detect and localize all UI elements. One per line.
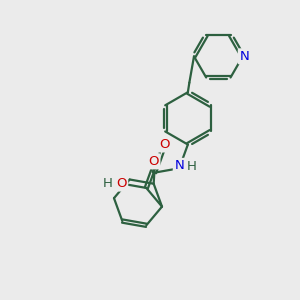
- Text: H: H: [187, 160, 196, 173]
- Text: O: O: [159, 138, 169, 151]
- Text: O: O: [148, 155, 159, 168]
- Text: N: N: [239, 50, 249, 63]
- Text: N: N: [174, 159, 184, 172]
- Text: O: O: [116, 177, 127, 190]
- Text: H: H: [103, 177, 113, 190]
